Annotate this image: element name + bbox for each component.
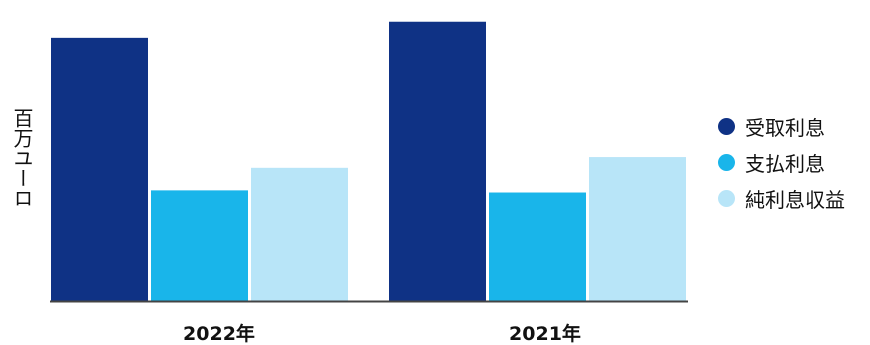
- legend-item-net-interest-income: 純利息収益: [718, 180, 845, 216]
- x-tick-label-2022: 2022年: [183, 322, 255, 345]
- legend-item-interest-income: 受取利息: [718, 108, 845, 144]
- bars-group: [51, 21, 686, 301]
- legend-label: 支払利息: [745, 151, 825, 176]
- bar-net-interest-income-2021: [589, 157, 686, 301]
- bar-interest-expense-2022: [151, 190, 248, 301]
- y-axis-label: 百万ユーロ: [10, 108, 34, 208]
- bar-interest-income-2021: [389, 21, 486, 301]
- legend-swatch-medium-blue: [718, 153, 735, 171]
- legend-swatch-dark-blue: [718, 117, 735, 135]
- legend: 受取利息 支払利息 純利息収益: [718, 108, 845, 216]
- legend-swatch-light-blue: [718, 189, 735, 207]
- legend-label: 受取利息: [745, 115, 825, 140]
- legend-item-interest-expense: 支払利息: [718, 144, 845, 180]
- legend-label: 純利息収益: [745, 187, 845, 212]
- x-tick-label-2021: 2021年: [509, 322, 581, 345]
- bar-interest-expense-2021: [489, 192, 586, 301]
- bar-net-interest-income-2022: [251, 167, 348, 301]
- bar-interest-income-2022: [51, 37, 148, 301]
